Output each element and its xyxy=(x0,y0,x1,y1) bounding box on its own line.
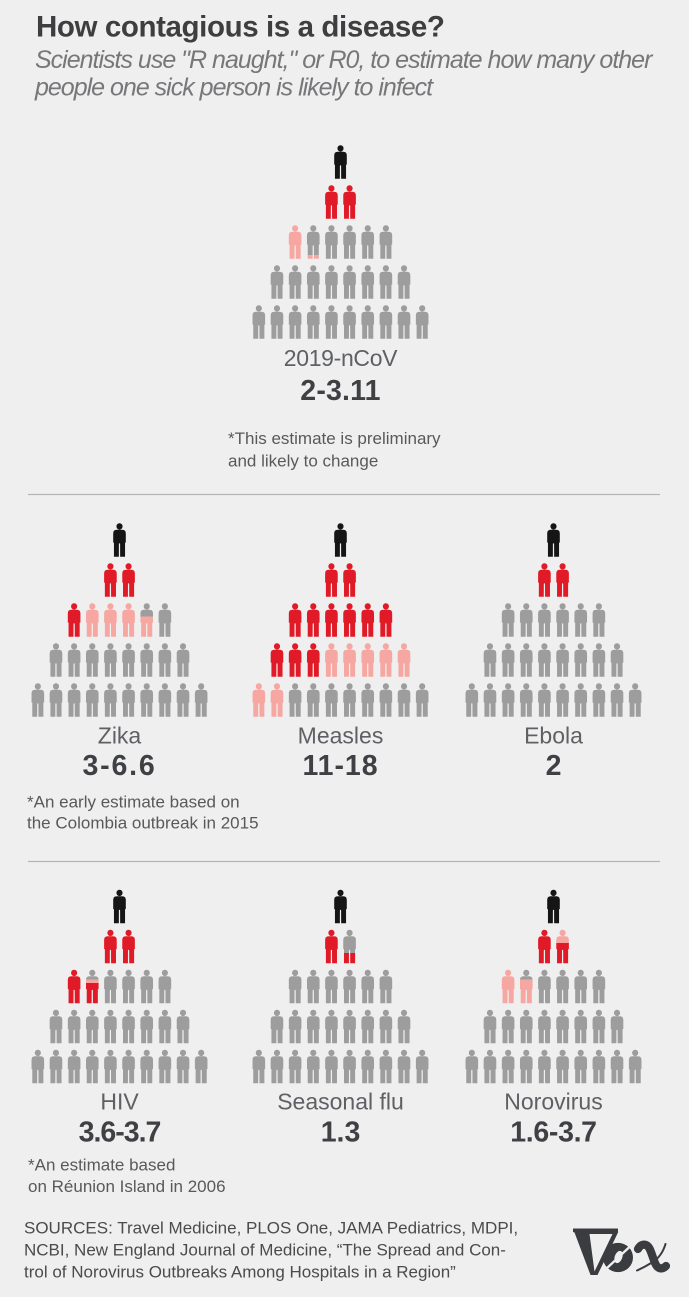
svg-text:*An estimate based: *An estimate based xyxy=(28,1156,175,1175)
svg-text:and likely to change: and likely to change xyxy=(228,452,378,471)
svg-text:3.6-3.7: 3.6-3.7 xyxy=(79,1117,161,1149)
svg-text:SOURCES: Travel Medicine, PLOS: SOURCES: Travel Medicine, PLOS One, JAMA… xyxy=(24,1219,518,1238)
svg-text:trol of Norovirus Outbreaks Am: trol of Norovirus Outbreaks Among Hospit… xyxy=(24,1263,456,1282)
svg-text:1.3: 1.3 xyxy=(321,1117,361,1149)
svg-text:Ebola: Ebola xyxy=(524,723,583,749)
svg-text:3-6.6: 3-6.6 xyxy=(83,750,157,782)
svg-text:people one sick person is like: people one sick person is likely to infe… xyxy=(34,74,434,102)
svg-text:2-3.11: 2-3.11 xyxy=(300,375,380,407)
svg-text:the Colombia outbreak in 2015: the Colombia outbreak in 2015 xyxy=(27,814,259,833)
svg-text:How contagious is a disease?: How contagious is a disease? xyxy=(36,11,444,44)
svg-text:NCBI, New England Journal of M: NCBI, New England Journal of Medicine, “… xyxy=(24,1241,506,1260)
svg-text:2019-nCoV: 2019-nCoV xyxy=(284,345,398,371)
svg-text:Measles: Measles xyxy=(298,723,384,749)
svg-text:on Réunion Island in 2006: on Réunion Island in 2006 xyxy=(28,1177,226,1196)
svg-text:Scientists use "R naught," or: Scientists use "R naught," or R0, to est… xyxy=(35,46,654,74)
svg-text:1.6-3.7: 1.6-3.7 xyxy=(510,1117,596,1149)
svg-text:Norovirus: Norovirus xyxy=(504,1089,602,1115)
svg-text:11-18: 11-18 xyxy=(302,750,378,782)
svg-text:*An early estimate based on: *An early estimate based on xyxy=(27,793,240,812)
svg-text:*This estimate is preliminary: *This estimate is preliminary xyxy=(228,429,441,448)
svg-text:2: 2 xyxy=(546,750,562,782)
svg-text:Seasonal flu: Seasonal flu xyxy=(277,1089,404,1115)
svg-text:Zika: Zika xyxy=(98,723,142,749)
svg-text:HIV: HIV xyxy=(100,1089,139,1115)
